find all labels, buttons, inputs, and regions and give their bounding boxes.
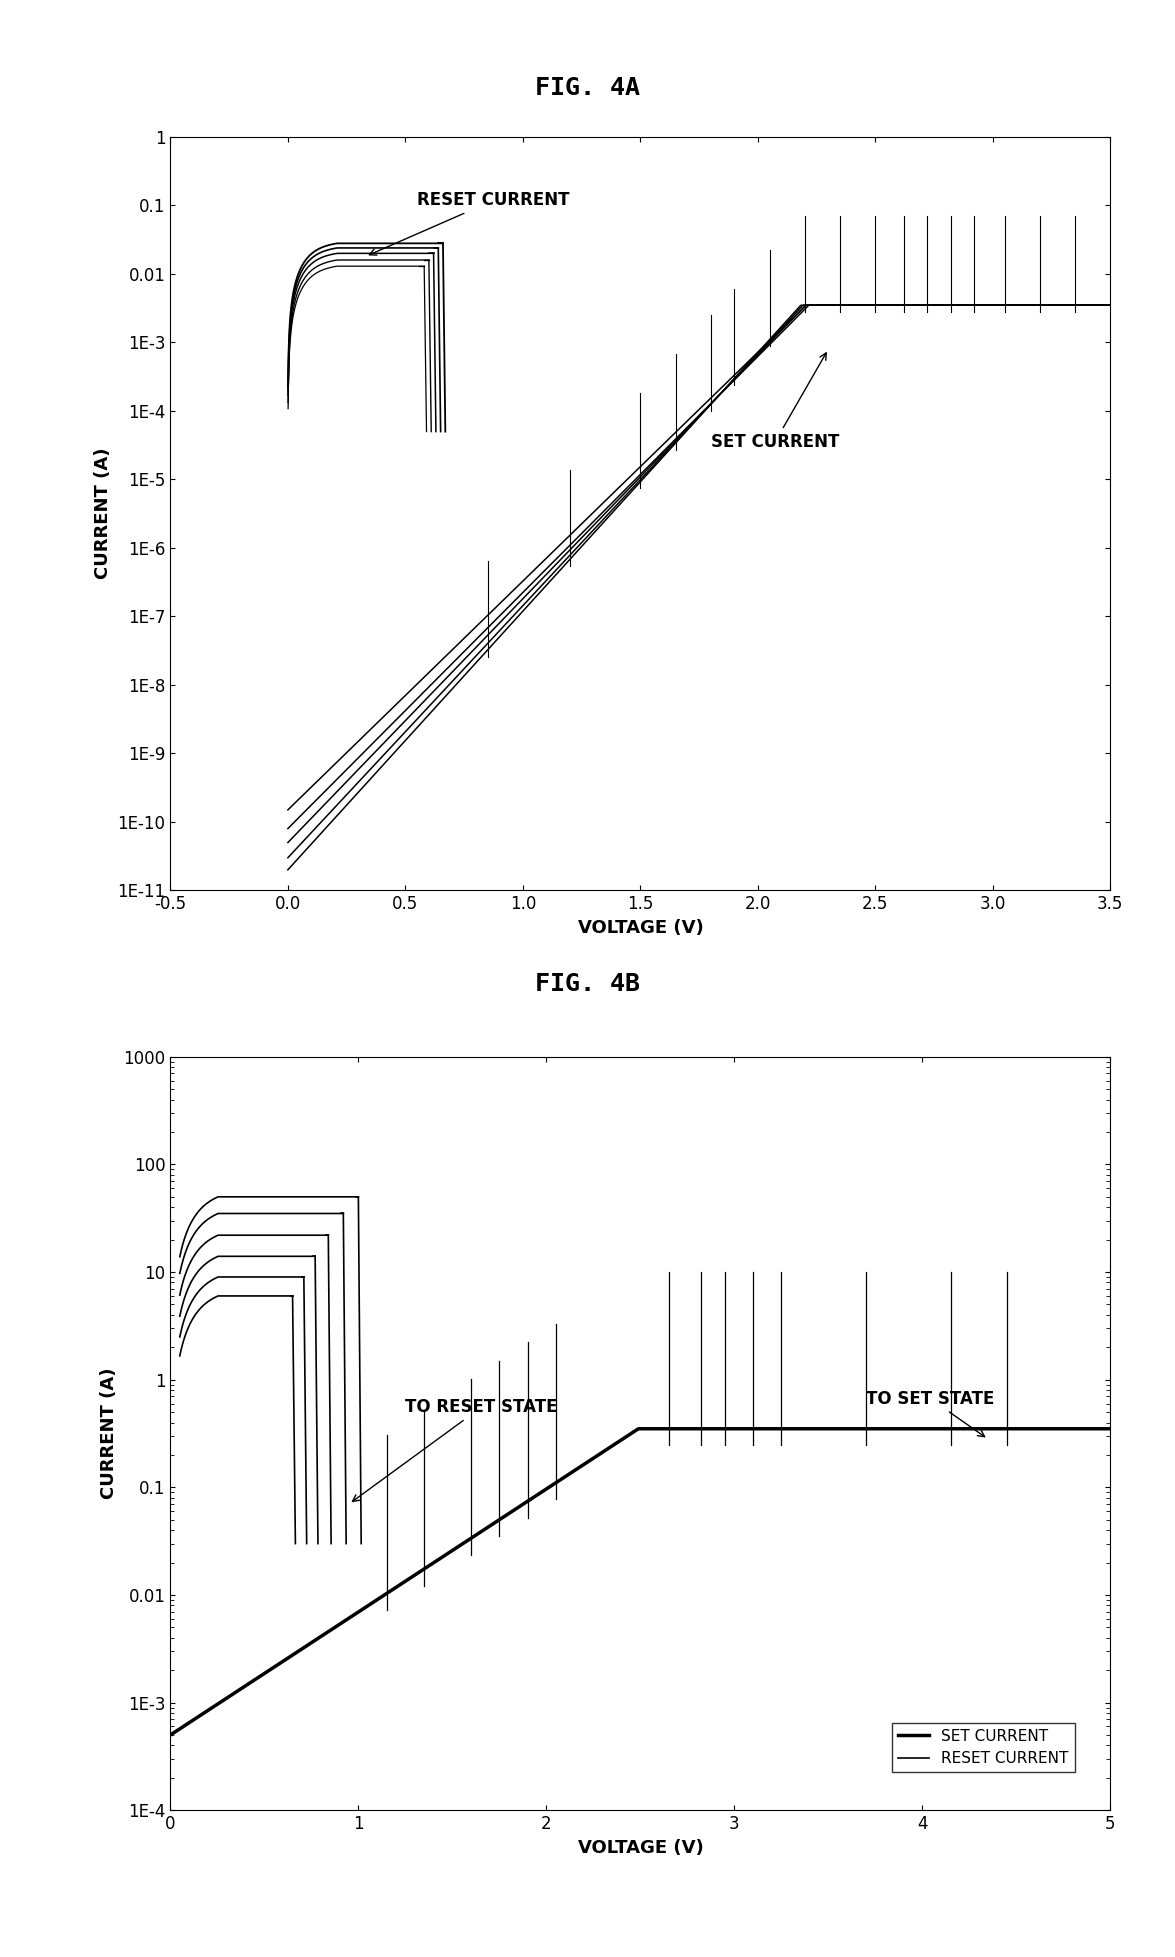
Text: SET CURRENT: SET CURRENT [711, 352, 839, 450]
Text: FIG. 4B: FIG. 4B [535, 973, 640, 996]
Y-axis label: CURRENT (A): CURRENT (A) [100, 1368, 118, 1499]
Text: RESET CURRENT: RESET CURRENT [369, 192, 570, 254]
X-axis label: VOLTAGE (V): VOLTAGE (V) [577, 1840, 704, 1857]
Text: TO SET STATE: TO SET STATE [866, 1389, 994, 1436]
Legend: SET CURRENT, RESET CURRENT: SET CURRENT, RESET CURRENT [892, 1722, 1074, 1773]
X-axis label: VOLTAGE (V): VOLTAGE (V) [577, 920, 704, 937]
Text: FIG. 4A: FIG. 4A [535, 76, 640, 100]
Text: TO RESET STATE: TO RESET STATE [352, 1397, 558, 1501]
Y-axis label: CURRENT (A): CURRENT (A) [94, 448, 112, 579]
